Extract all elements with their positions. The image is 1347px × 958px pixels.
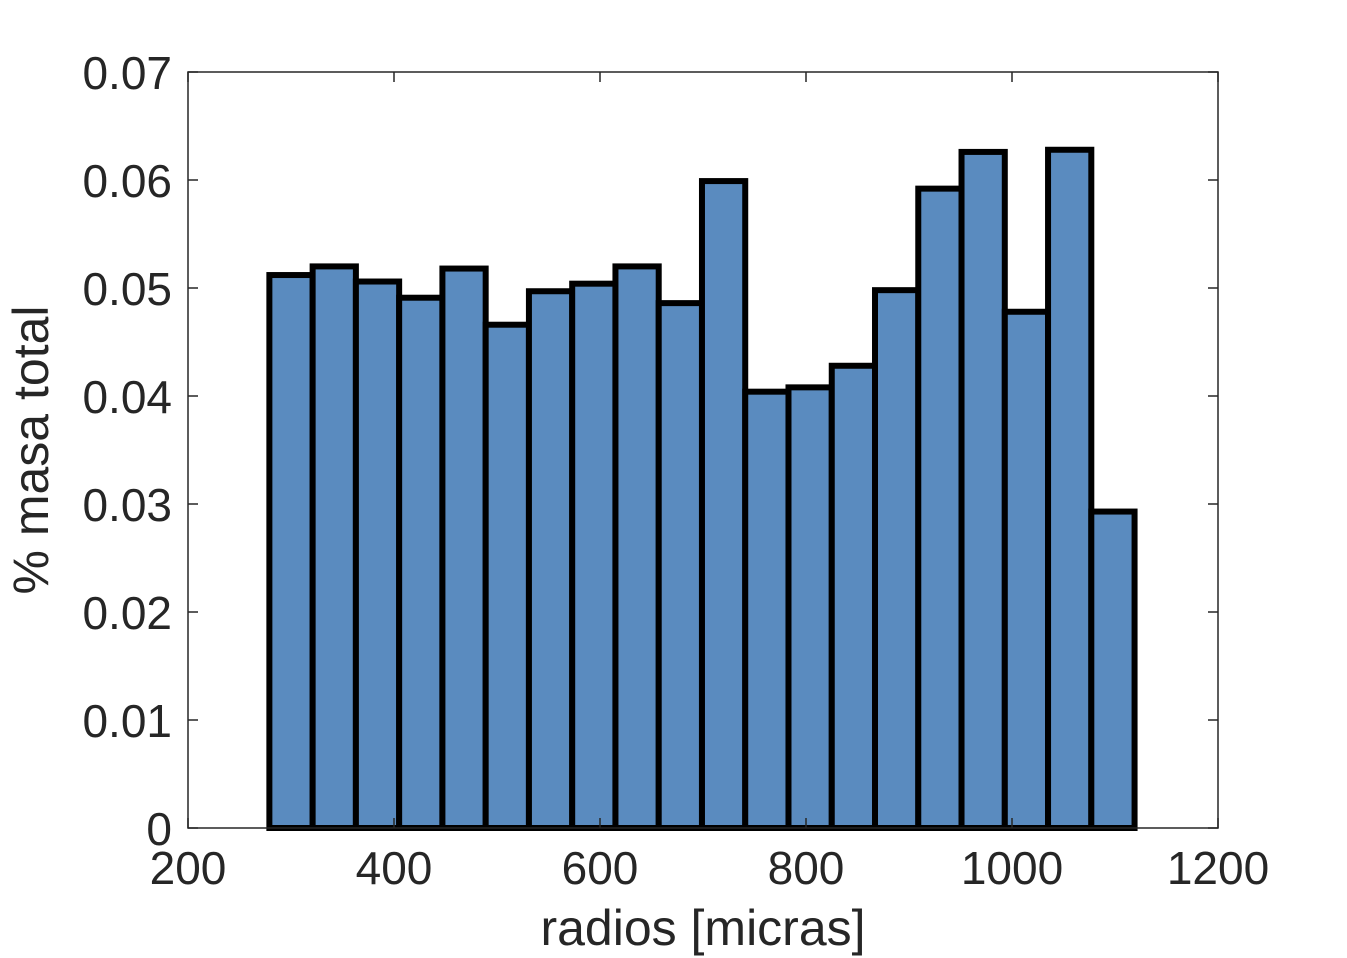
histogram-bar [698,178,749,831]
y-tick-label: 0.06 [82,155,172,207]
y-tick-label: 0.03 [82,479,172,531]
histogram-bar [266,272,316,832]
histogram-bar [915,185,965,831]
x-tick-label: 200 [150,842,227,894]
histogram-bar [828,362,879,831]
histogram-bar [1001,308,1052,831]
plot-area-frame [187,71,1219,829]
histogram-bar [439,265,489,831]
y-tick-label: 0 [146,803,172,855]
histogram-bar [482,321,532,831]
histogram-bar [569,280,619,831]
x-axis-label: radios [micras] [540,900,865,956]
histogram-bar [352,278,403,831]
histogram-bar [742,388,792,831]
y-tick-label: 0.01 [82,695,172,747]
histogram-bar [785,384,835,831]
histogram-bar [612,263,662,831]
x-tick-label: 1000 [961,842,1063,894]
bars-layer [266,146,1138,832]
y-tick-label: 0.02 [82,587,172,639]
y-tick-label: 0.05 [82,263,172,315]
x-tick-label: 600 [562,842,639,894]
histogram-bar [525,288,576,831]
histogram-bar [309,263,359,831]
y-tick-label: 0.04 [82,371,172,423]
y-axis-label: % masa total [3,305,59,594]
histogram-bar [872,287,922,832]
ticks-layer: 200 400 600 800 1000 1200 0 0.01 0.02 0.03 0.04 0.0… [82,47,1269,894]
y-tick-label: 0.07 [82,47,172,99]
histogram-bar [1045,146,1095,831]
histogram-bar [1088,508,1138,831]
histogram-bar [958,148,1008,832]
x-tick-label: 400 [356,842,433,894]
histogram-bar [655,300,705,831]
x-tick-label: 800 [768,842,845,894]
histogram-bar [396,294,446,832]
x-tick-label: 1200 [1167,842,1269,894]
